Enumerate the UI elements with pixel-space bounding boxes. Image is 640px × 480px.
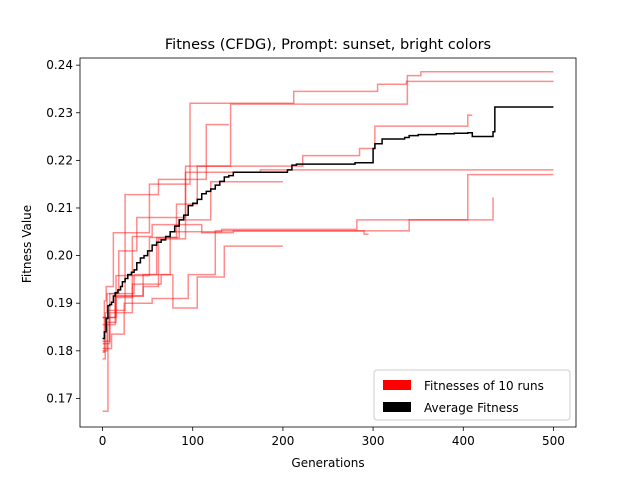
run-line-6: [102, 223, 369, 319]
plot-frame: [79, 57, 577, 428]
y-axis-label: Fitness Value: [20, 205, 34, 283]
x-axis-label: Generations: [291, 456, 364, 470]
run-line-1: [102, 80, 554, 353]
axes: 0 100 200 300 400 500 0.17 0.18 0.19 0.20 0.21 0.22…: [46, 57, 577, 448]
y-tick-label: 0.21: [46, 201, 73, 215]
x-tick-label: 300: [362, 434, 385, 448]
run-line-8: [102, 173, 554, 350]
y-tick-label: 0.22: [46, 153, 73, 167]
plot-lines: [102, 71, 554, 413]
legend-swatch: [383, 402, 411, 412]
legend-label: Average Fitness: [424, 401, 519, 415]
x-tick-label: 200: [271, 434, 294, 448]
chart-title: Fitness (CFDG), Prompt: sunset, bright c…: [165, 37, 491, 53]
y-tick-label: 0.19: [46, 296, 73, 310]
x-tick-label: 400: [452, 434, 475, 448]
run-line-10: [102, 245, 283, 345]
x-tick-label: 100: [181, 434, 204, 448]
y-tick-label: 0.20: [46, 249, 73, 263]
legend-swatch: [383, 380, 411, 390]
average-fitness-line: [102, 106, 554, 340]
legend-label: Fitnesses of 10 runs: [424, 379, 544, 393]
x-tick-label: 0: [99, 434, 107, 448]
run-line-3: [102, 123, 229, 413]
run-line-2: [102, 71, 554, 360]
legend-box: [373, 369, 571, 421]
x-tick-label: 500: [542, 434, 565, 448]
y-tick-label: 0.18: [46, 344, 73, 358]
run-line-4: [102, 114, 473, 352]
y-tick-label: 0.24: [46, 58, 73, 72]
y-tick-label: 0.17: [46, 391, 73, 405]
legend: Fitnesses of 10 runs Average Fitness: [373, 369, 571, 421]
run-line-5: [102, 181, 283, 343]
y-tick-label: 0.23: [46, 106, 73, 120]
